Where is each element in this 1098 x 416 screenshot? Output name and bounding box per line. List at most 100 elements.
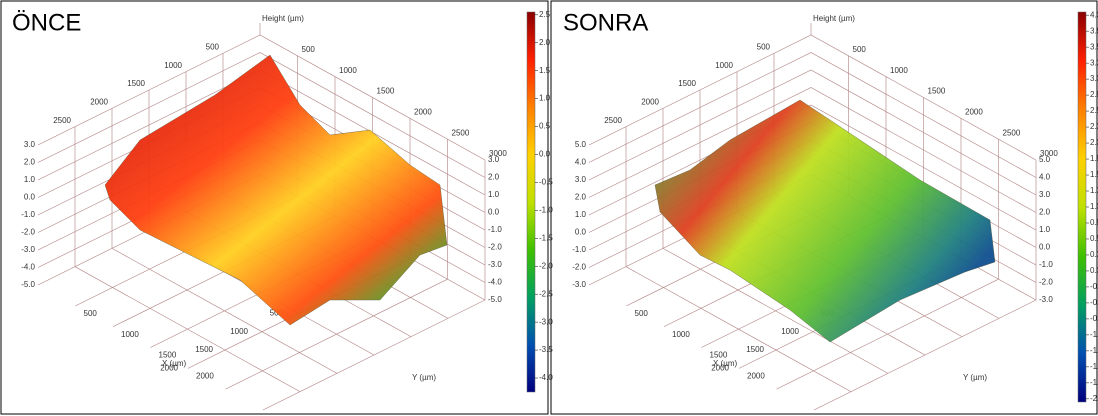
colorbar-tick-label: 0.0	[1090, 266, 1098, 275]
page: ÖNCE 3.0 3.0 2.0 2.0 1.0 1.0 0.0 0.0 -1.0 -1.0 -2.0…	[0, 0, 1098, 416]
y-tick-label: 1000	[339, 66, 357, 75]
z-tick-label: 2.0	[488, 173, 500, 182]
colorbar-tick-label: -0.5	[1090, 298, 1098, 307]
x-tick-label: 1500	[195, 345, 213, 354]
x-tick-label: 500	[206, 42, 220, 51]
z-tick-label: -3.0	[1039, 295, 1053, 304]
colorbar-tick-label: -0.8	[1090, 314, 1098, 323]
z-tick-label: -1.0	[1039, 260, 1053, 269]
colorbar-tick-label: 1.0	[1090, 202, 1098, 211]
z-tick-label: 0.0	[1039, 243, 1051, 252]
colorbar-tick-label: -4.0	[539, 373, 553, 382]
y-tick-label: 1000	[121, 330, 139, 339]
z-tick-label: 0.0	[575, 228, 587, 237]
x-tick-label: 1500	[746, 345, 764, 354]
z-tick-label: -2.0	[572, 263, 586, 272]
z-tick-label: -2.0	[488, 243, 502, 252]
z-tick-label: -3.0	[572, 280, 586, 289]
y-axis-label: Y (µm)	[412, 373, 436, 382]
panel-title: ÖNCE	[12, 9, 81, 36]
colorbar-tick-label: -2.0	[1090, 394, 1098, 403]
z-tick-label: 3.0	[575, 175, 587, 184]
colorbar-tick-label: 4.0	[1090, 10, 1098, 19]
y-tick-label: 1000	[672, 330, 690, 339]
colorbar-tick-label: 2.0	[1090, 138, 1098, 147]
y-tick-label: 500	[853, 45, 867, 54]
colorbar-tick-label: 1.3	[1090, 186, 1098, 195]
colorbar-tick-label: 3.8	[1090, 26, 1098, 35]
y-tick-label: 500	[635, 309, 649, 318]
colorbar-tick-label: 3.0	[1090, 74, 1098, 83]
x-tick-label: 1000	[781, 327, 799, 336]
colorbar-tick-label: 1.0	[539, 94, 551, 103]
z-tick-label: -2.0	[1039, 278, 1053, 287]
z-tick-label: 3.0	[1039, 190, 1051, 199]
z-tick-label: 0.0	[24, 193, 36, 202]
x-tick-label: 2500	[604, 116, 622, 125]
z-tick-label: -5.0	[21, 280, 35, 289]
x-tick-label: 1000	[715, 61, 733, 70]
y-tick-label: 3000	[489, 149, 507, 158]
colorbar-tick-label: 2.3	[1090, 122, 1098, 131]
colorbar-tick-label: 1.5	[539, 66, 551, 75]
colorbar-tick-label: 2.8	[1090, 90, 1098, 99]
x-tick-label: 1500	[127, 79, 145, 88]
y-tick-label: 500	[302, 45, 316, 54]
colorbar-tick-label: -2.5	[539, 289, 553, 298]
z-tick-label: -4.0	[21, 263, 35, 272]
z-tick-label: 2.0	[575, 193, 587, 202]
y-tick-label: 2500	[1003, 128, 1021, 137]
y-tick-label: 1500	[928, 87, 946, 96]
z-tick-label: 1.0	[24, 175, 36, 184]
panel-title: SONRA	[563, 9, 648, 36]
z-tick-label: -1.0	[572, 245, 586, 254]
z-tick-label: -5.0	[488, 295, 502, 304]
y-tick-label: 2000	[965, 107, 983, 116]
y-tick-label: 3000	[1040, 149, 1058, 158]
colorbar-tick-label: -1.0	[539, 205, 553, 214]
x-axis-label: X (µm)	[713, 359, 737, 368]
colorbar-tick-label: 3.5	[1090, 42, 1098, 51]
z-tick-label: 2.0	[24, 158, 36, 167]
colorbar-tick-label: -0.5	[539, 178, 553, 187]
colorbar-tick-label: -3.0	[539, 317, 553, 326]
z-tick-label: 3.0	[24, 140, 36, 149]
x-tick-label: 500	[757, 42, 771, 51]
colorbar-tick-label: 0.5	[1090, 234, 1098, 243]
colorbar-tick-label: -2.0	[539, 261, 553, 270]
colorbar-tick-label: -1.3	[1090, 346, 1098, 355]
colorbar-tick-label: 1.8	[1090, 154, 1098, 163]
z-tick-label: 4.0	[1039, 173, 1051, 182]
colorbar-tick-label: -1.5	[539, 233, 553, 242]
x-axis-label: X (µm)	[162, 359, 186, 368]
z-tick-label: -3.0	[488, 260, 502, 269]
x-tick-label: 1000	[230, 327, 248, 336]
y-axis-label: Y (µm)	[963, 373, 987, 382]
y-tick-label: 2000	[747, 371, 765, 380]
x-tick-label: 2500	[53, 116, 71, 125]
z-tick-label: -1.0	[488, 225, 502, 234]
colorbar-tick-label: 1.5	[1090, 170, 1098, 179]
z-tick-label: -2.0	[21, 228, 35, 237]
z-tick-label: -4.0	[488, 278, 502, 287]
z-tick-label: -1.0	[21, 210, 35, 219]
z-tick-label: 4.0	[575, 158, 587, 167]
colorbar-tick-label: 2.5	[1090, 106, 1098, 115]
z-tick-label: 0.0	[488, 208, 500, 217]
z-tick-label: 2.0	[1039, 208, 1051, 217]
y-tick-label: 2000	[414, 107, 432, 116]
figure: ÖNCE 3.0 3.0 2.0 2.0 1.0 1.0 0.0 0.0 -1.0 -1.0 -2.0…	[0, 0, 1098, 416]
x-tick-label: 2000	[90, 97, 108, 106]
colorbar-tick-label: 2.5	[539, 10, 551, 19]
z-axis-label: Height (µm)	[262, 14, 304, 23]
colorbar-tick-label: 2.0	[539, 38, 551, 47]
y-tick-label: 2500	[452, 128, 470, 137]
colorbar-tick-label: -1.8	[1090, 378, 1098, 387]
colorbar-tick-label: 0.5	[539, 122, 551, 131]
x-tick-label: 2000	[641, 97, 659, 106]
surface	[105, 55, 447, 325]
x-tick-label: 1000	[164, 61, 182, 70]
colorbar-tick-label: 3.3	[1090, 58, 1098, 67]
z-axis-label: Height (µm)	[813, 14, 855, 23]
y-tick-label: 2000	[196, 371, 214, 380]
